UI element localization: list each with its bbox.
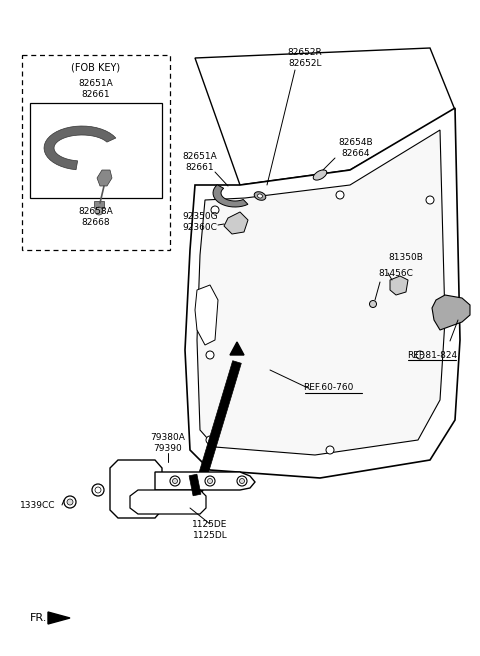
Text: 82651A
82661: 82651A 82661 bbox=[182, 152, 217, 172]
Polygon shape bbox=[195, 285, 218, 345]
Circle shape bbox=[326, 446, 334, 454]
Circle shape bbox=[240, 478, 244, 483]
Polygon shape bbox=[185, 108, 460, 478]
Bar bbox=[30, 103, 162, 198]
Circle shape bbox=[336, 191, 344, 199]
Polygon shape bbox=[390, 276, 408, 295]
Circle shape bbox=[95, 487, 101, 493]
Polygon shape bbox=[130, 490, 206, 514]
Polygon shape bbox=[197, 130, 445, 455]
Circle shape bbox=[64, 496, 76, 508]
Text: 82658A
82668: 82658A 82668 bbox=[79, 207, 113, 227]
Polygon shape bbox=[224, 212, 248, 234]
Polygon shape bbox=[195, 48, 455, 185]
Circle shape bbox=[205, 476, 215, 486]
Circle shape bbox=[370, 300, 376, 308]
Text: 81456C: 81456C bbox=[378, 268, 413, 277]
Circle shape bbox=[206, 351, 214, 359]
Ellipse shape bbox=[258, 194, 263, 198]
Polygon shape bbox=[230, 342, 244, 355]
Text: 92350G
92360C: 92350G 92360C bbox=[182, 213, 218, 232]
Text: REF.81-824: REF.81-824 bbox=[407, 350, 457, 359]
Text: 1339CC: 1339CC bbox=[20, 501, 55, 510]
Text: 81350B: 81350B bbox=[388, 253, 423, 262]
Text: 1125DE
1125DL: 1125DE 1125DL bbox=[192, 520, 228, 540]
Polygon shape bbox=[213, 185, 248, 207]
Text: 79380A
79390: 79380A 79390 bbox=[151, 434, 185, 453]
Polygon shape bbox=[44, 126, 116, 170]
Circle shape bbox=[67, 499, 73, 505]
Text: 82651A
82661: 82651A 82661 bbox=[79, 79, 113, 98]
Circle shape bbox=[426, 196, 434, 204]
Text: REF.60-760: REF.60-760 bbox=[303, 384, 353, 392]
Polygon shape bbox=[432, 295, 470, 330]
Polygon shape bbox=[97, 170, 112, 186]
Circle shape bbox=[95, 207, 103, 215]
Text: 82652R
82652L: 82652R 82652L bbox=[288, 49, 323, 68]
Circle shape bbox=[206, 436, 214, 444]
Polygon shape bbox=[48, 612, 70, 624]
Circle shape bbox=[416, 351, 424, 359]
Circle shape bbox=[172, 478, 178, 483]
Circle shape bbox=[92, 484, 104, 496]
Text: (FOB KEY): (FOB KEY) bbox=[72, 63, 120, 73]
Polygon shape bbox=[189, 474, 201, 496]
Circle shape bbox=[170, 476, 180, 486]
Circle shape bbox=[207, 478, 213, 483]
Circle shape bbox=[237, 476, 247, 486]
Ellipse shape bbox=[254, 192, 266, 200]
Text: FR.: FR. bbox=[30, 613, 48, 623]
Bar bbox=[94, 201, 104, 208]
Polygon shape bbox=[155, 472, 255, 490]
Text: 82654B
82664: 82654B 82664 bbox=[338, 138, 372, 157]
Ellipse shape bbox=[313, 170, 327, 180]
Circle shape bbox=[211, 206, 219, 214]
Bar bbox=[22, 55, 170, 250]
Polygon shape bbox=[110, 460, 162, 518]
Polygon shape bbox=[192, 361, 241, 497]
